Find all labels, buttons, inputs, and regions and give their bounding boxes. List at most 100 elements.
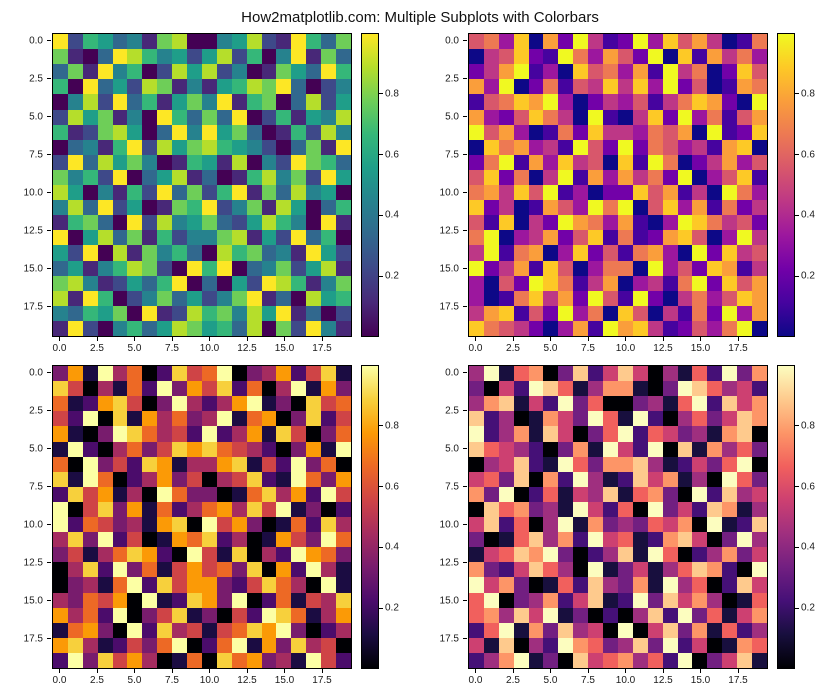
heatmap-cell (82, 64, 98, 80)
heatmap-cell (632, 577, 648, 593)
x-tick-mark (209, 669, 210, 673)
heatmap-cell (67, 49, 83, 65)
heatmap-cell (246, 275, 262, 291)
heatmap-cell (647, 501, 663, 517)
heatmap-cell (528, 607, 544, 623)
heatmap-cell (336, 79, 351, 95)
heatmap-cell (603, 592, 618, 608)
heatmap-cell (127, 652, 143, 668)
heatmap-cell (513, 260, 529, 276)
heatmap-cell (513, 139, 529, 155)
heatmap-cell (647, 486, 663, 502)
heatmap-cell (513, 79, 529, 95)
heatmap-cell (276, 94, 292, 110)
heatmap-cell (573, 64, 589, 80)
heatmap-cell (216, 64, 232, 80)
heatmap-cell (543, 79, 559, 95)
heatmap-cell (647, 456, 663, 472)
heatmap-cell (127, 517, 143, 533)
heatmap-cell (737, 396, 753, 412)
heatmap-cell (707, 200, 723, 216)
y-tick-label: 12.5 (439, 557, 459, 569)
heatmap-cell (692, 592, 708, 608)
heatmap-cell (142, 366, 158, 382)
heatmap-cell (617, 441, 633, 457)
heatmap-cell (513, 305, 529, 321)
heatmap-cell (291, 215, 307, 231)
heatmap-cell (231, 94, 247, 110)
colorbar-tick-mark (795, 486, 799, 488)
heatmap-cell (142, 517, 158, 533)
heatmap-cell (692, 305, 708, 321)
heatmap-cell (336, 396, 351, 412)
heatmap-cell (157, 396, 173, 412)
heatmap-cell (172, 532, 188, 548)
heatmap-cell (722, 366, 738, 382)
heatmap-cell (707, 486, 723, 502)
heatmap-cell (246, 652, 262, 668)
heatmap-cell (528, 215, 544, 231)
heatmap-cell (573, 562, 589, 578)
heatmap-cell (187, 109, 202, 125)
heatmap-cell (707, 411, 723, 427)
x-tick-label: 15.0 (690, 675, 711, 686)
heatmap-cell (737, 411, 753, 427)
heatmap-cell (588, 456, 604, 472)
heatmap-cell (261, 471, 277, 487)
heatmap-cell (82, 124, 98, 140)
heatmap-cell (543, 215, 559, 231)
heatmap-cell (306, 426, 322, 442)
heatmap-cell (528, 366, 544, 382)
heatmap-cell (588, 607, 604, 623)
heatmap-cell (603, 320, 618, 336)
heatmap-cell (172, 396, 188, 412)
heatmap-cell (677, 64, 693, 80)
heatmap-cell (588, 396, 604, 412)
heatmap-cell (677, 411, 693, 427)
heatmap-cell (82, 320, 98, 336)
x-tick-label: 0.0 (468, 343, 483, 354)
heatmap-cell (321, 517, 337, 533)
heatmap-cell (528, 154, 544, 170)
heatmap-cell (588, 320, 604, 336)
heatmap-cell (127, 34, 143, 50)
heatmap-cell (336, 381, 351, 397)
heatmap-cell (528, 94, 544, 110)
heatmap-cell (513, 501, 529, 517)
heatmap-cell (306, 185, 322, 201)
heatmap-cell (291, 366, 307, 382)
heatmap-cell (67, 652, 83, 668)
heatmap-cell (573, 275, 589, 291)
heatmap-cell (558, 366, 574, 382)
heatmap-cell (201, 94, 217, 110)
heatmap-cell (261, 290, 277, 306)
heatmap-cell (632, 637, 648, 653)
heatmap-cell (306, 366, 322, 382)
heatmap-cell (617, 501, 633, 517)
colorbar-tick-label: 0.4 (801, 541, 815, 553)
heatmap-cell (306, 320, 322, 336)
heatmap-cell (573, 305, 589, 321)
heatmap-cell (246, 471, 262, 487)
heatmap-cell (737, 245, 753, 261)
heatmap-cell (677, 124, 693, 140)
heatmap-cell (172, 185, 188, 201)
heatmap-cell (306, 215, 322, 231)
heatmap-cell (261, 320, 277, 336)
heatmap-cell (67, 532, 83, 548)
y-tick-mark (47, 638, 51, 640)
heatmap-cell (261, 200, 277, 216)
heatmap-cell (483, 215, 499, 231)
heatmap-cell (246, 185, 262, 201)
heatmap-cell (513, 215, 529, 231)
heatmap-cell (483, 260, 499, 276)
heatmap-cell (737, 592, 753, 608)
heatmap-cell (752, 64, 767, 80)
y-tick-mark (463, 600, 467, 602)
heatmap-cell (112, 471, 128, 487)
heatmap-cell (528, 79, 544, 95)
heatmap-cell (246, 366, 262, 382)
heatmap-cell (261, 486, 277, 502)
heatmap-cell (201, 517, 217, 533)
x-tick-mark (625, 337, 626, 341)
